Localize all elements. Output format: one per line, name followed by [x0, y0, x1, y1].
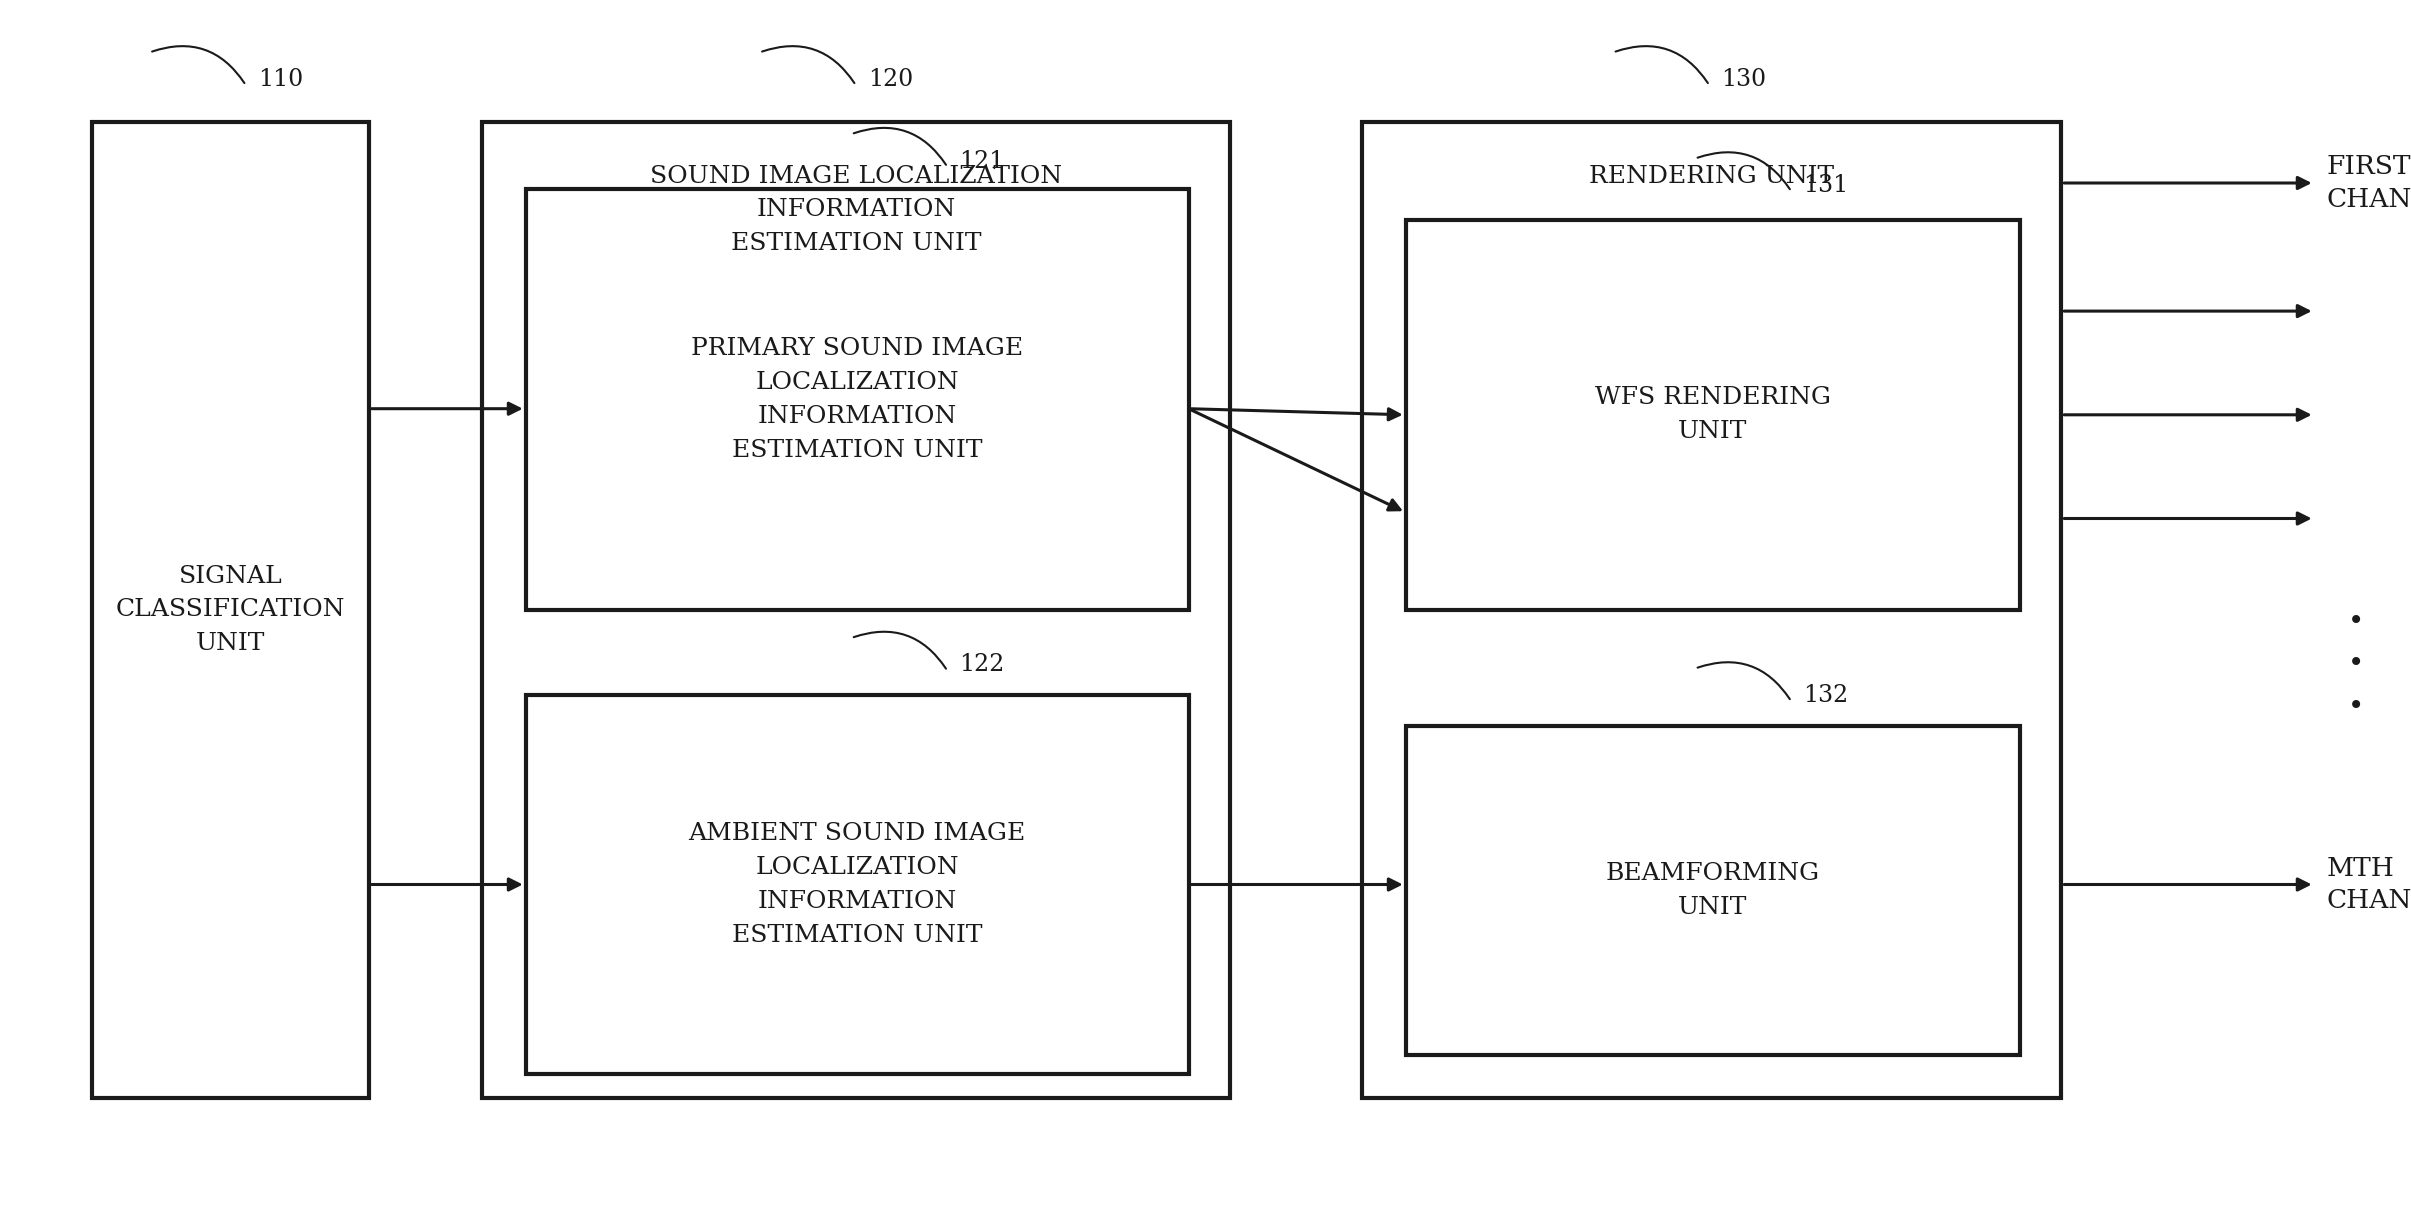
- Text: RENDERING UNIT: RENDERING UNIT: [1589, 165, 1835, 188]
- Text: 122: 122: [960, 654, 1005, 676]
- Text: FIRST
CHANNEL: FIRST CHANNEL: [2327, 154, 2411, 212]
- Text: •: •: [2348, 651, 2363, 678]
- Text: WFS RENDERING
UNIT: WFS RENDERING UNIT: [1596, 387, 1830, 443]
- Text: 131: 131: [1803, 174, 1849, 196]
- Text: 110: 110: [258, 68, 304, 90]
- Text: SIGNAL
CLASSIFICATION
UNIT: SIGNAL CLASSIFICATION UNIT: [116, 565, 345, 655]
- Bar: [526, 695, 1189, 1074]
- Text: •: •: [2348, 694, 2363, 721]
- Bar: [526, 189, 1189, 610]
- Text: 121: 121: [960, 150, 1005, 172]
- Bar: [1406, 726, 2020, 1055]
- Bar: [482, 122, 1230, 1098]
- Text: 130: 130: [1721, 68, 1767, 90]
- Text: 120: 120: [868, 68, 914, 90]
- Text: BEAMFORMING
UNIT: BEAMFORMING UNIT: [1606, 863, 1820, 919]
- Bar: [1362, 122, 2061, 1098]
- Bar: [92, 122, 369, 1098]
- Bar: [1406, 220, 2020, 610]
- Text: MTH
CHANNEL: MTH CHANNEL: [2327, 855, 2411, 914]
- Text: •: •: [2348, 609, 2363, 636]
- Text: PRIMARY SOUND IMAGE
LOCALIZATION
INFORMATION
ESTIMATION UNIT: PRIMARY SOUND IMAGE LOCALIZATION INFORMA…: [692, 338, 1022, 461]
- Text: SOUND IMAGE LOCALIZATION
INFORMATION
ESTIMATION UNIT: SOUND IMAGE LOCALIZATION INFORMATION EST…: [651, 165, 1061, 255]
- Text: 132: 132: [1803, 684, 1849, 706]
- Text: AMBIENT SOUND IMAGE
LOCALIZATION
INFORMATION
ESTIMATION UNIT: AMBIENT SOUND IMAGE LOCALIZATION INFORMA…: [690, 822, 1025, 947]
